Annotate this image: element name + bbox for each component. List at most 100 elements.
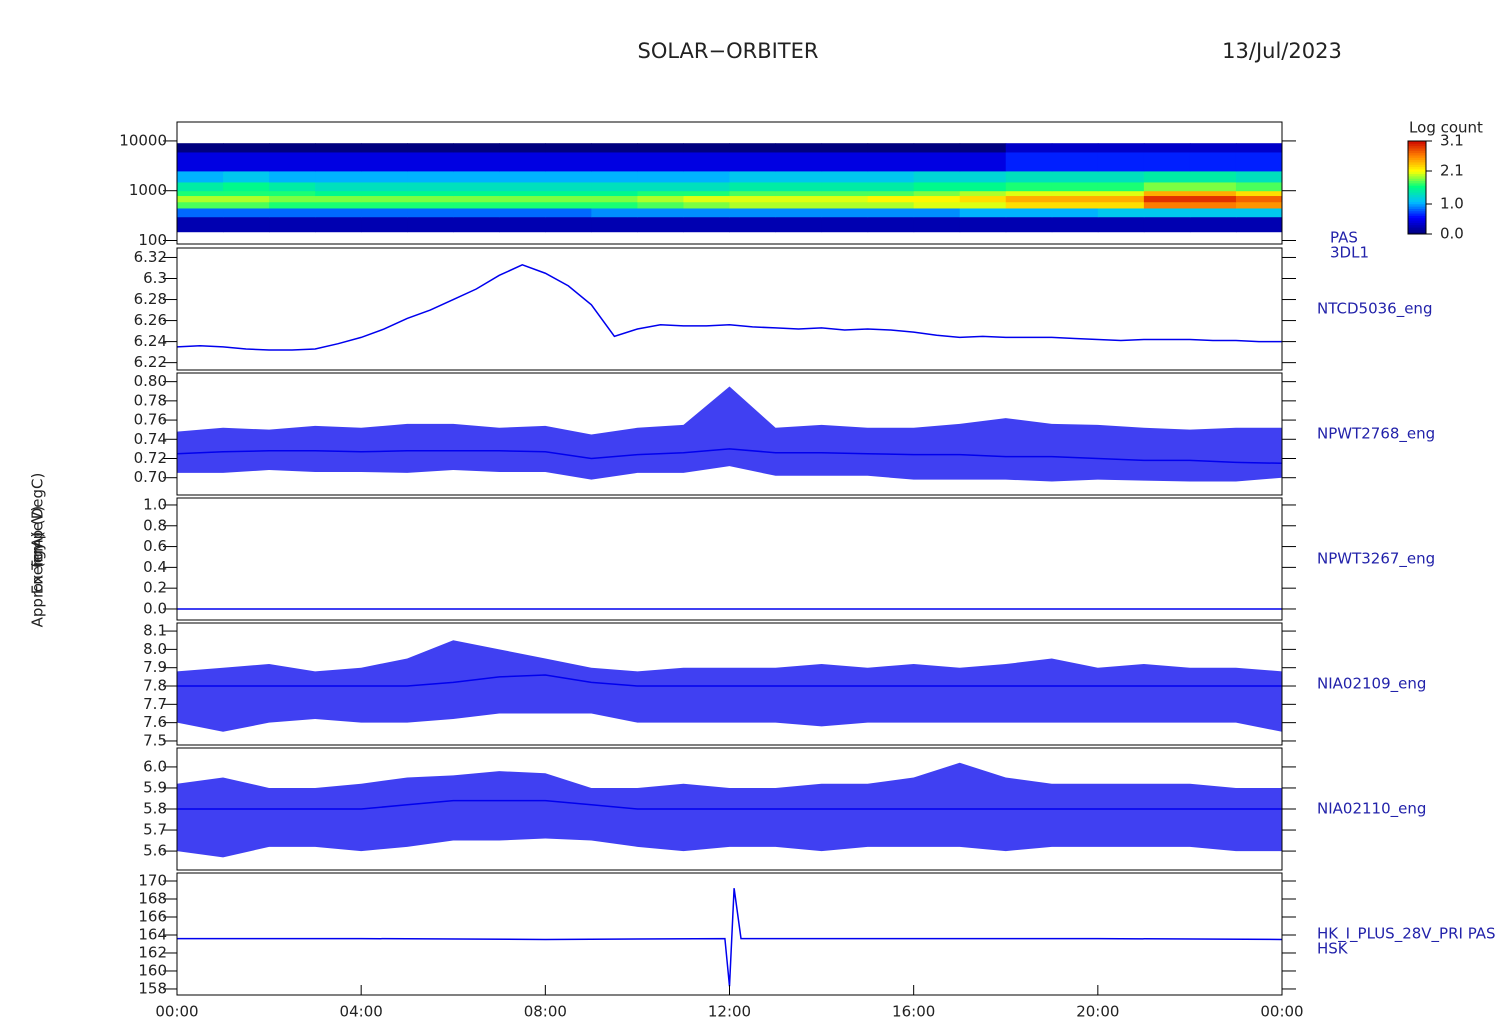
heatmap-cell <box>269 143 316 153</box>
x-tick-label: 04:00 <box>340 1003 383 1021</box>
heatmap-cell <box>361 170 408 183</box>
panel-frame <box>176 372 1283 496</box>
y-tick-label: 7.7 <box>143 695 167 713</box>
data-line <box>177 674 1282 687</box>
heatmap-cell <box>1235 190 1283 197</box>
heatmap-cell <box>315 195 362 203</box>
heatmap-cell <box>821 143 869 153</box>
colorbar-frame <box>1407 140 1427 235</box>
y-tick-label: 5.9 <box>143 778 167 796</box>
heatmap-cell <box>637 170 684 183</box>
heatmap-cell <box>683 190 730 197</box>
heatmap-cell <box>1005 195 1053 203</box>
heatmap-cell <box>499 181 546 192</box>
heatmap-cell <box>1051 190 1099 197</box>
y-tick-label: 158 <box>138 979 167 997</box>
heatmap-cell <box>729 170 777 183</box>
heatmap-cell <box>959 216 1007 233</box>
heatmap-cell <box>177 143 224 153</box>
heatmap-cell <box>407 201 454 209</box>
heatmap-cell <box>913 143 961 153</box>
heatmap-cell <box>729 207 777 218</box>
heatmap-cell <box>591 151 638 172</box>
heatmap-cell <box>591 207 638 218</box>
colorbar-step <box>1408 168 1426 172</box>
heatmap-cell <box>1005 143 1053 153</box>
heatmap-cell <box>499 216 546 233</box>
heatmap-cell <box>959 170 1007 183</box>
heatmap-cell <box>1143 201 1191 209</box>
colorbar-tick-label: 0.0 <box>1440 225 1464 243</box>
heatmap-cell <box>1005 151 1053 172</box>
heatmap-cell <box>867 201 915 209</box>
colorbar-step <box>1408 164 1426 168</box>
heatmap-cell <box>821 216 869 233</box>
heatmap-cell <box>223 207 270 218</box>
heatmap-cell <box>1097 170 1145 183</box>
heatmap-cell <box>913 216 961 233</box>
colorbar-step <box>1408 208 1426 212</box>
colorbar-step <box>1408 154 1426 158</box>
heatmap-cell <box>407 190 454 197</box>
heatmap-cell <box>1005 190 1053 197</box>
y-tick-label: 0.78 <box>134 391 167 409</box>
heatmap-cell <box>315 170 362 183</box>
heatmap-cell <box>361 151 408 172</box>
heatmap-cell <box>1143 143 1191 153</box>
y-tick-label: 5.8 <box>143 800 167 818</box>
heatmap-cell <box>1097 195 1145 203</box>
y-tick-label: 7.6 <box>143 713 167 731</box>
heatmap-cell <box>683 207 730 218</box>
heatmap-cell <box>361 201 408 209</box>
heatmap-cell <box>959 195 1007 203</box>
heatmap-cell <box>177 201 224 209</box>
heatmap-cell <box>407 170 454 183</box>
heatmap-cell <box>1189 170 1237 183</box>
heatmap-cell <box>315 216 362 233</box>
heatmap-cell <box>913 151 961 172</box>
heatmap-cell <box>821 181 869 192</box>
heatmap-cell <box>545 207 592 218</box>
heatmap-cell <box>637 201 684 209</box>
heatmap-cell <box>545 201 592 209</box>
heatmap-cell <box>959 151 1007 172</box>
heatmap-cell <box>1189 195 1237 203</box>
heatmap-cell <box>775 216 823 233</box>
panel-frame <box>176 247 1283 371</box>
colorbar-step <box>1408 147 1426 151</box>
heatmap-cell <box>1189 207 1237 218</box>
y-tick-label: 1000 <box>129 181 167 199</box>
heatmap-cell <box>269 181 316 192</box>
x-tick-label: 00:00 <box>155 1003 198 1021</box>
y-tick-label: 100 <box>138 231 167 249</box>
heatmap-cell <box>1005 201 1053 209</box>
y-tick-label: 0.80 <box>134 372 167 390</box>
colorbar-step <box>1408 152 1426 156</box>
y-tick-label: 7.9 <box>143 658 167 676</box>
heatmap-cell <box>959 181 1007 192</box>
heatmap-cell <box>729 201 777 209</box>
y-tick-label: 164 <box>138 925 167 943</box>
y-tick-label: 6.22 <box>134 353 167 371</box>
colorbar-step <box>1408 189 1426 193</box>
x-tick-label: 16:00 <box>892 1003 935 1021</box>
colorbar-step <box>1408 203 1426 207</box>
heatmap-cell <box>637 190 684 197</box>
heatmap-cell <box>269 190 316 197</box>
heatmap-cell <box>913 190 961 197</box>
panel-frame <box>176 121 1283 245</box>
heatmap-cell <box>1143 151 1191 172</box>
colorbar-tick-label: 1.0 <box>1440 195 1464 213</box>
heatmap-cell <box>545 143 592 153</box>
heatmap-cell <box>453 151 500 172</box>
side-label: NIA02110_eng <box>1317 800 1426 819</box>
heatmap-cell <box>1097 151 1145 172</box>
heatmap-cell <box>591 143 638 153</box>
heatmap-cell <box>315 201 362 209</box>
heatmap-cell <box>867 151 915 172</box>
heatmap-cell <box>637 207 684 218</box>
heatmap-cell <box>223 170 270 183</box>
heatmap-cell <box>223 201 270 209</box>
heatmap-cell <box>1051 181 1099 192</box>
y-tick-label: 0.2 <box>143 579 167 597</box>
